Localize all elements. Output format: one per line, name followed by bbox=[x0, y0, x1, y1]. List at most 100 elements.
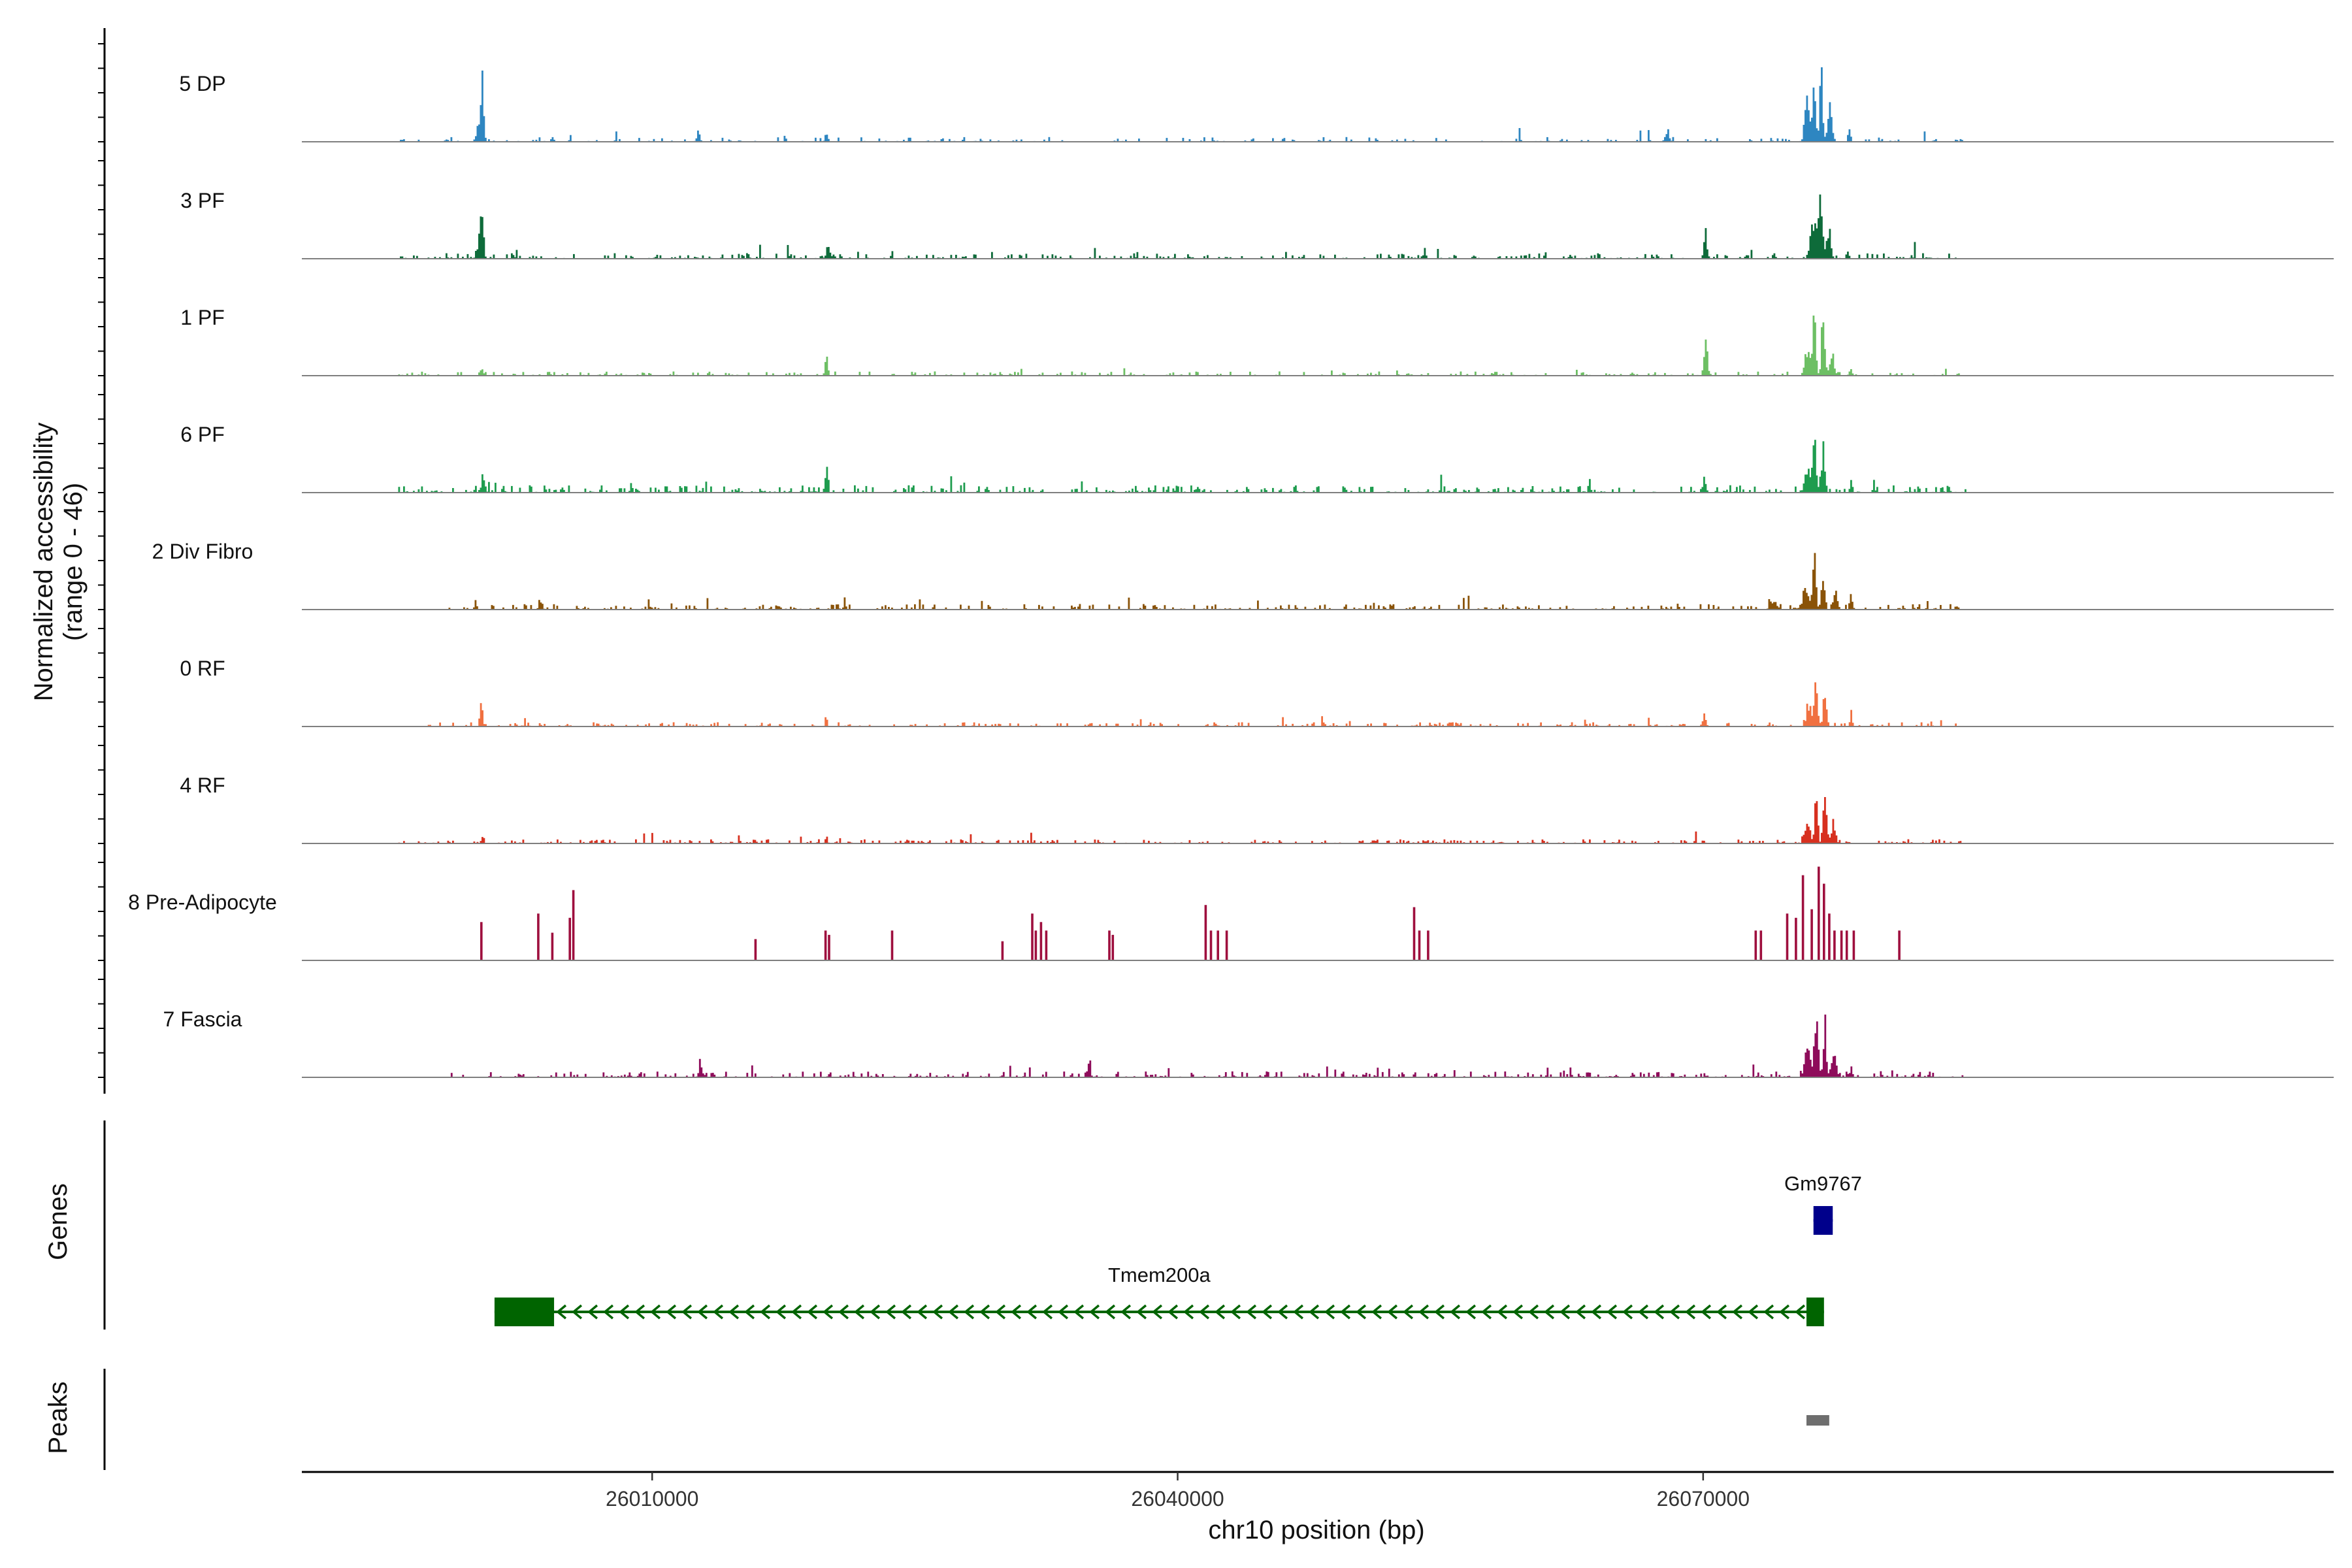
signal-bin bbox=[1684, 1074, 1686, 1077]
signal-bin bbox=[480, 487, 482, 493]
signal-bin bbox=[1927, 601, 1929, 610]
signal-bin bbox=[743, 255, 745, 259]
signal-bin bbox=[1756, 1075, 1758, 1077]
strand-arrow bbox=[1026, 1304, 1037, 1320]
signal-bin bbox=[965, 841, 967, 843]
strand-arrow bbox=[948, 1304, 959, 1320]
signal-bin bbox=[1732, 606, 1735, 610]
signal-bin bbox=[1893, 485, 1895, 493]
signal-bin bbox=[659, 255, 662, 259]
strand-arrow bbox=[1403, 1304, 1414, 1320]
signal-bin bbox=[1803, 125, 1805, 142]
signal-bin bbox=[1609, 374, 1610, 376]
signal-bin bbox=[1950, 491, 1952, 493]
signal-bin bbox=[919, 599, 921, 610]
signal-bin bbox=[1422, 255, 1424, 259]
signal-bin bbox=[1571, 256, 1573, 259]
signal-bin bbox=[1822, 322, 1825, 376]
signal-bin bbox=[1324, 604, 1326, 610]
signal-bin bbox=[1494, 372, 1496, 376]
signal-bin bbox=[1580, 140, 1583, 142]
signal-bin bbox=[1230, 372, 1232, 376]
signal-bin bbox=[1865, 139, 1867, 142]
signal-bin bbox=[697, 372, 699, 376]
signal-bin bbox=[1149, 722, 1152, 727]
signal-bin bbox=[1280, 605, 1282, 610]
signal-bin bbox=[1580, 372, 1583, 376]
signal-bin bbox=[615, 606, 617, 610]
signal-bin bbox=[1207, 255, 1209, 259]
signal-spike bbox=[1823, 883, 1825, 960]
signal-bin bbox=[1201, 841, 1204, 843]
signal-bin bbox=[1600, 491, 1603, 493]
signal-bin bbox=[1950, 841, 1952, 843]
signal-bin bbox=[1799, 1071, 1802, 1077]
signal-bin bbox=[561, 374, 564, 376]
signal-bin bbox=[893, 374, 895, 376]
signal-bin bbox=[1399, 839, 1401, 843]
signal-bin bbox=[1887, 489, 1890, 493]
strand-arrow bbox=[1293, 1304, 1304, 1320]
signal-bin bbox=[1260, 489, 1263, 493]
track-label: 7 Fascia bbox=[163, 1007, 242, 1031]
signal-bin bbox=[1489, 723, 1492, 727]
signal-bin bbox=[1448, 491, 1450, 493]
signal-bin bbox=[478, 490, 480, 493]
signal-bin bbox=[434, 491, 436, 493]
signal-bin bbox=[1551, 488, 1554, 493]
signal-bin bbox=[1478, 489, 1480, 493]
signal-bin bbox=[1716, 138, 1718, 142]
signal-bin bbox=[1295, 485, 1297, 493]
signal-bin bbox=[1785, 139, 1787, 142]
signal-bin bbox=[1345, 604, 1347, 610]
signal-bin bbox=[482, 369, 483, 376]
signal-bin bbox=[1880, 1071, 1882, 1077]
signal-bin bbox=[911, 840, 913, 843]
track-signal bbox=[400, 67, 1963, 142]
signal-bin bbox=[1628, 724, 1630, 727]
signal-bin bbox=[760, 840, 763, 843]
signal-bin bbox=[1806, 1049, 1808, 1077]
signal-bin bbox=[694, 257, 696, 259]
signal-bin bbox=[1486, 607, 1488, 610]
signal-bin bbox=[746, 841, 748, 843]
signal-bin bbox=[485, 724, 487, 727]
signal-bin bbox=[808, 487, 810, 493]
signal-bin bbox=[1919, 488, 1921, 493]
signal-bin bbox=[1426, 255, 1428, 259]
signal-bin bbox=[1671, 254, 1673, 259]
strand-arrow bbox=[964, 1304, 975, 1320]
signal-bin bbox=[1460, 371, 1462, 376]
signal-bin bbox=[475, 251, 477, 259]
signal-bin bbox=[900, 840, 902, 843]
signal-bin bbox=[674, 1073, 677, 1077]
signal-bin bbox=[403, 139, 405, 142]
signal-bin bbox=[1443, 1073, 1446, 1077]
signal-bin bbox=[1021, 139, 1022, 142]
signal-bin bbox=[1824, 1014, 1827, 1077]
signal-bin bbox=[962, 723, 964, 727]
signal-bin bbox=[1821, 832, 1823, 843]
strand-arrow bbox=[1591, 1304, 1602, 1320]
signal-bin bbox=[1135, 257, 1137, 259]
signal-bin bbox=[1917, 1075, 1919, 1077]
signal-bin bbox=[1672, 137, 1674, 142]
signal-bin bbox=[462, 256, 464, 259]
signal-bin bbox=[1440, 474, 1443, 493]
signal-bin bbox=[744, 608, 746, 610]
signal-bin bbox=[587, 372, 590, 376]
signal-bin bbox=[1411, 257, 1413, 259]
signal-bin bbox=[695, 724, 698, 727]
signal-bin bbox=[1420, 256, 1423, 259]
track-label: 0 RF bbox=[180, 657, 225, 680]
signal-bin bbox=[529, 485, 531, 493]
signal-bin bbox=[1358, 841, 1361, 843]
strand-arrow bbox=[1089, 1304, 1100, 1320]
signal-bin bbox=[606, 490, 608, 493]
signal-bin bbox=[1497, 488, 1499, 493]
signal-bin bbox=[1871, 490, 1874, 493]
signal-bin bbox=[476, 125, 479, 142]
signal-bin bbox=[1806, 255, 1808, 259]
signal-bin bbox=[1806, 474, 1808, 493]
signal-bin bbox=[1038, 374, 1041, 376]
